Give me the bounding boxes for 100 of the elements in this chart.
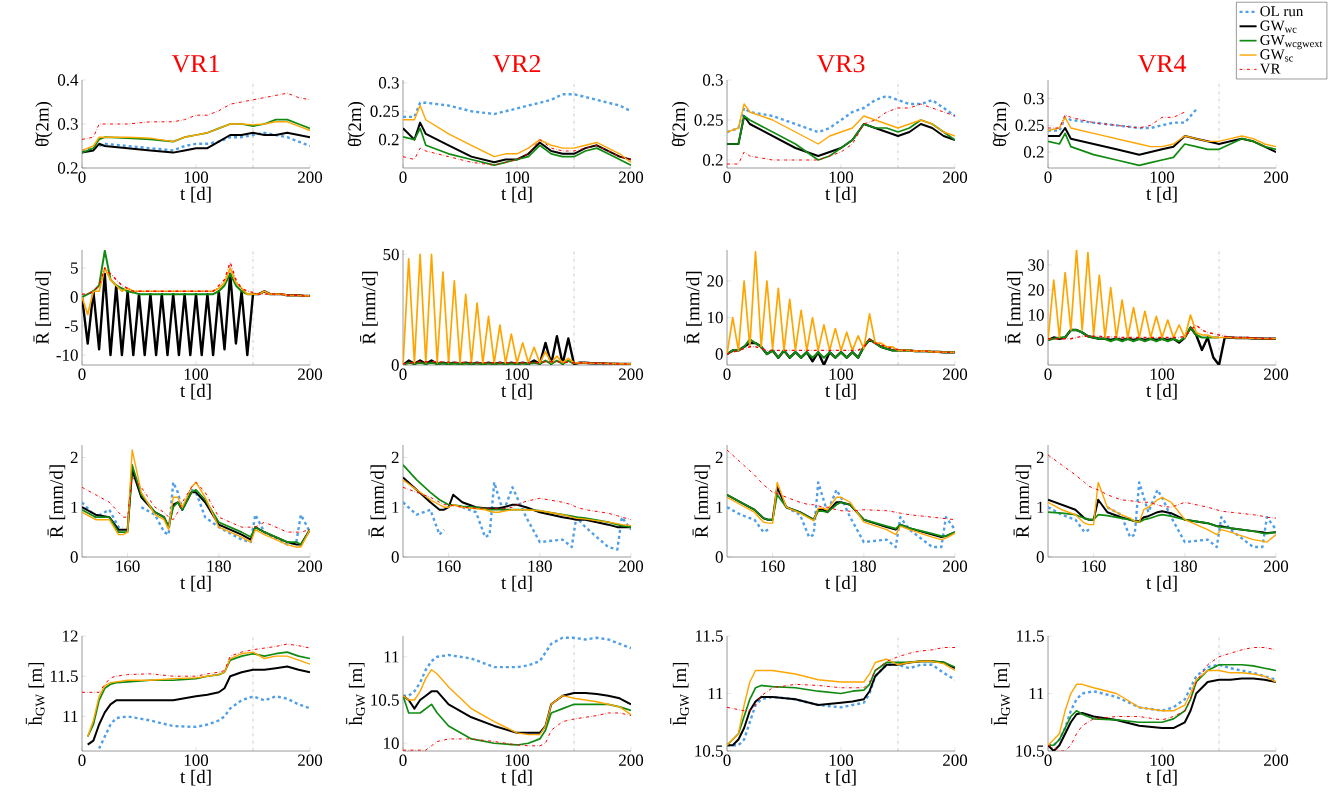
x-tick-label: 180	[852, 560, 876, 572]
y-tick-label: 1	[716, 501, 723, 513]
y-tick-label: 1	[71, 501, 78, 513]
line-series	[403, 636, 632, 697]
y-axis-title: h̄$_{GW}$ [m]	[25, 662, 45, 726]
y-axis-title: θ̄(2m)	[992, 101, 1011, 147]
x-axis-title: t [d]	[825, 186, 856, 203]
x-axis-title: t [d]	[1146, 383, 1177, 400]
y-tick-label: 0.3	[57, 118, 78, 130]
x-axis-title: t [d]	[1146, 186, 1177, 203]
y-tick-label: 0.2	[1023, 146, 1044, 158]
x-axis-title: t [d]	[1146, 769, 1177, 786]
legend-label: GW$_{sc}$	[1260, 49, 1294, 62]
x-tick-label: 100	[1150, 754, 1175, 766]
legend-label: OL run	[1260, 6, 1304, 17]
x-tick-label: 100	[1150, 171, 1175, 183]
x-tick-label: 100	[184, 368, 209, 380]
chart-title: VR4	[1137, 55, 1187, 73]
x-axis-title: t [d]	[180, 769, 211, 786]
x-tick-label: 160	[437, 560, 461, 572]
x-tick-label: 0	[723, 171, 731, 183]
y-axis-title: R̄ [mm/d]	[368, 465, 387, 538]
x-axis-title: t [d]	[180, 383, 211, 400]
y-tick-label: 11.5	[1016, 630, 1044, 642]
y-tick-label: 0.4	[57, 74, 79, 86]
legend-label: VR	[1259, 63, 1281, 74]
x-tick-label: 100	[184, 171, 209, 183]
x-tick-label: 160	[1082, 560, 1106, 572]
y-tick-label: 0	[70, 551, 78, 563]
y-tick-label: 11	[708, 687, 723, 700]
x-tick-label: 0	[1044, 368, 1052, 380]
x-tick-label: 200	[1264, 754, 1289, 766]
y-tick-label: 11	[384, 651, 399, 663]
y-tick-label: 10	[708, 311, 723, 324]
y-tick-label: 2	[391, 451, 399, 464]
x-tick-label: 100	[505, 754, 530, 766]
x-tick-label: 100	[829, 368, 854, 380]
y-tick-label: 0	[391, 359, 399, 371]
x-tick-label: 0	[399, 171, 407, 183]
legend-label: GW$_{wc}$	[1260, 20, 1297, 33]
y-axis-title: R̄ [mm/d]	[360, 271, 378, 345]
y-axis-title: θ̄(2m)	[347, 101, 366, 147]
y-tick-label: 11.5	[50, 670, 78, 682]
x-tick-label: 0	[1044, 754, 1052, 766]
x-tick-label: 200	[1264, 368, 1289, 380]
x-tick-label: 160	[116, 560, 140, 572]
y-tick-label: 10.5	[695, 745, 723, 757]
y-tick-label: 2	[715, 451, 723, 464]
x-tick-label: 200	[619, 560, 644, 572]
x-tick-label: 0	[723, 368, 731, 380]
x-tick-label: 180	[1173, 560, 1197, 572]
y-tick-label: 0	[391, 551, 399, 563]
y-tick-label: 1	[1037, 501, 1044, 513]
x-axis-title: t [d]	[180, 575, 211, 592]
y-tick-label: 10	[1029, 309, 1044, 321]
x-tick-label: 100	[829, 171, 854, 183]
y-tick-label: 0	[70, 291, 78, 303]
x-axis-title: t [d]	[501, 186, 532, 203]
x-axis-title: t [d]	[825, 383, 856, 400]
y-tick-label: 11	[1029, 687, 1044, 700]
x-tick-label: 0	[1044, 171, 1052, 183]
y-tick-label: 30	[1028, 259, 1044, 271]
y-tick-label: 0.25	[1015, 119, 1044, 132]
chart-title: VR3	[816, 54, 865, 73]
line-series	[82, 449, 311, 548]
y-tick-label: -10	[56, 349, 78, 361]
y-tick-label: 12	[63, 630, 78, 642]
legend-label: GW$_{wcgwext}$	[1260, 34, 1323, 50]
x-tick-label: 180	[207, 560, 231, 572]
y-tick-label: -5	[65, 320, 78, 332]
y-tick-label: 11	[63, 710, 78, 723]
x-tick-label: 100	[829, 754, 854, 766]
y-tick-label: 1	[392, 501, 399, 513]
x-tick-label: 0	[723, 754, 731, 766]
line-series	[403, 104, 632, 164]
x-tick-label: 0	[399, 754, 407, 766]
x-tick-label: 200	[298, 171, 323, 183]
x-tick-label: 100	[505, 368, 530, 380]
x-axis-title: t [d]	[501, 769, 532, 786]
y-tick-label: 5	[71, 262, 78, 274]
y-axis-title: R̄ [mm/d]	[33, 271, 52, 345]
x-tick-label: 100	[1150, 368, 1175, 380]
y-axis-title: h̄$_{GW}$ [m]	[991, 662, 1011, 726]
y-axis-title: θ̄(2m)	[35, 101, 53, 147]
y-tick-label: 0.3	[378, 77, 399, 89]
y-tick-label: 0.3	[1023, 92, 1044, 105]
x-tick-label: 200	[619, 171, 644, 183]
y-tick-label: 0	[1036, 334, 1044, 346]
y-tick-label: 0.25	[694, 114, 723, 126]
y-tick-label: 0.25	[370, 105, 399, 117]
x-tick-label: 200	[619, 368, 644, 380]
x-axis-title: t [d]	[825, 769, 856, 786]
x-tick-label: 200	[1264, 560, 1289, 572]
x-axis-title: t [d]	[1146, 575, 1177, 592]
y-tick-label: 0.2	[57, 162, 78, 174]
x-axis-title: t [d]	[825, 575, 856, 592]
y-tick-label: 0	[715, 551, 723, 563]
x-tick-label: 200	[298, 754, 323, 766]
x-tick-label: 200	[619, 754, 644, 766]
line-series	[86, 651, 311, 738]
